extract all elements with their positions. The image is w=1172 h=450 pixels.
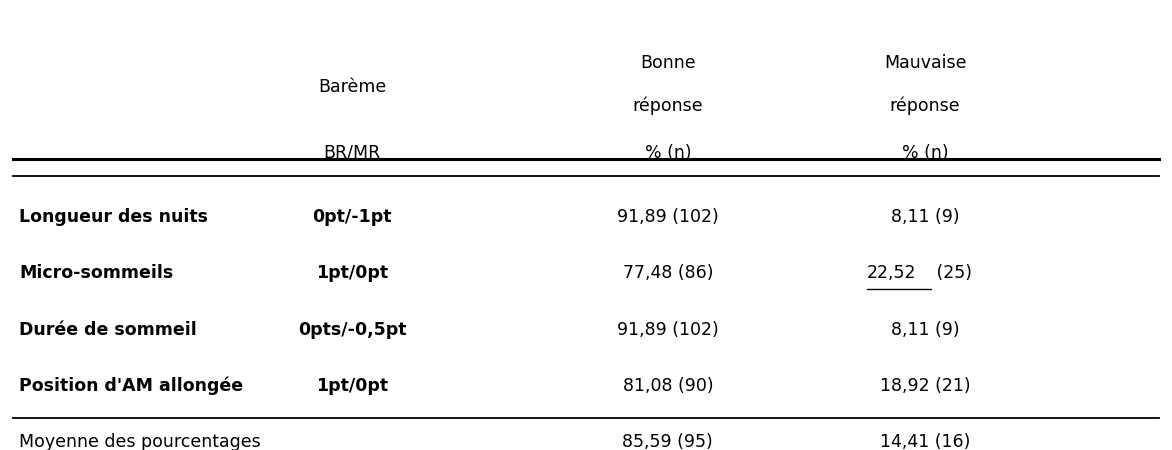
Text: Barème: Barème xyxy=(318,78,387,96)
Text: 1pt/0pt: 1pt/0pt xyxy=(316,377,388,395)
Text: réponse: réponse xyxy=(633,97,703,115)
Text: Moyenne des pourcentages: Moyenne des pourcentages xyxy=(19,433,260,450)
Text: 91,89 (102): 91,89 (102) xyxy=(616,320,718,338)
Text: BR/MR: BR/MR xyxy=(323,144,381,162)
Text: 1pt/0pt: 1pt/0pt xyxy=(316,264,388,282)
Text: 91,89 (102): 91,89 (102) xyxy=(616,208,718,226)
Text: Micro-sommeils: Micro-sommeils xyxy=(19,264,173,282)
Text: Position d'AM allongée: Position d'AM allongée xyxy=(19,377,243,395)
Text: 14,41 (16): 14,41 (16) xyxy=(880,433,970,450)
Text: 81,08 (90): 81,08 (90) xyxy=(622,377,713,395)
Text: 8,11 (9): 8,11 (9) xyxy=(891,208,960,226)
Text: % (n): % (n) xyxy=(901,144,948,162)
Text: 0pt/-1pt: 0pt/-1pt xyxy=(313,208,391,226)
Text: 85,59 (95): 85,59 (95) xyxy=(622,433,714,450)
Text: % (n): % (n) xyxy=(645,144,691,162)
Text: 22,52: 22,52 xyxy=(867,264,917,282)
Text: 77,48 (86): 77,48 (86) xyxy=(622,264,713,282)
Text: 8,11 (9): 8,11 (9) xyxy=(891,320,960,338)
Text: (25): (25) xyxy=(931,264,972,282)
Text: Durée de sommeil: Durée de sommeil xyxy=(19,320,197,338)
Text: Bonne: Bonne xyxy=(640,54,696,72)
Text: réponse: réponse xyxy=(890,97,960,115)
Text: 0pts/-0,5pt: 0pts/-0,5pt xyxy=(298,320,407,338)
Text: 18,92 (21): 18,92 (21) xyxy=(880,377,970,395)
Text: Longueur des nuits: Longueur des nuits xyxy=(19,208,207,226)
Text: 22,52 (25): 22,52 (25) xyxy=(880,264,970,282)
Text: Mauvaise: Mauvaise xyxy=(884,54,967,72)
